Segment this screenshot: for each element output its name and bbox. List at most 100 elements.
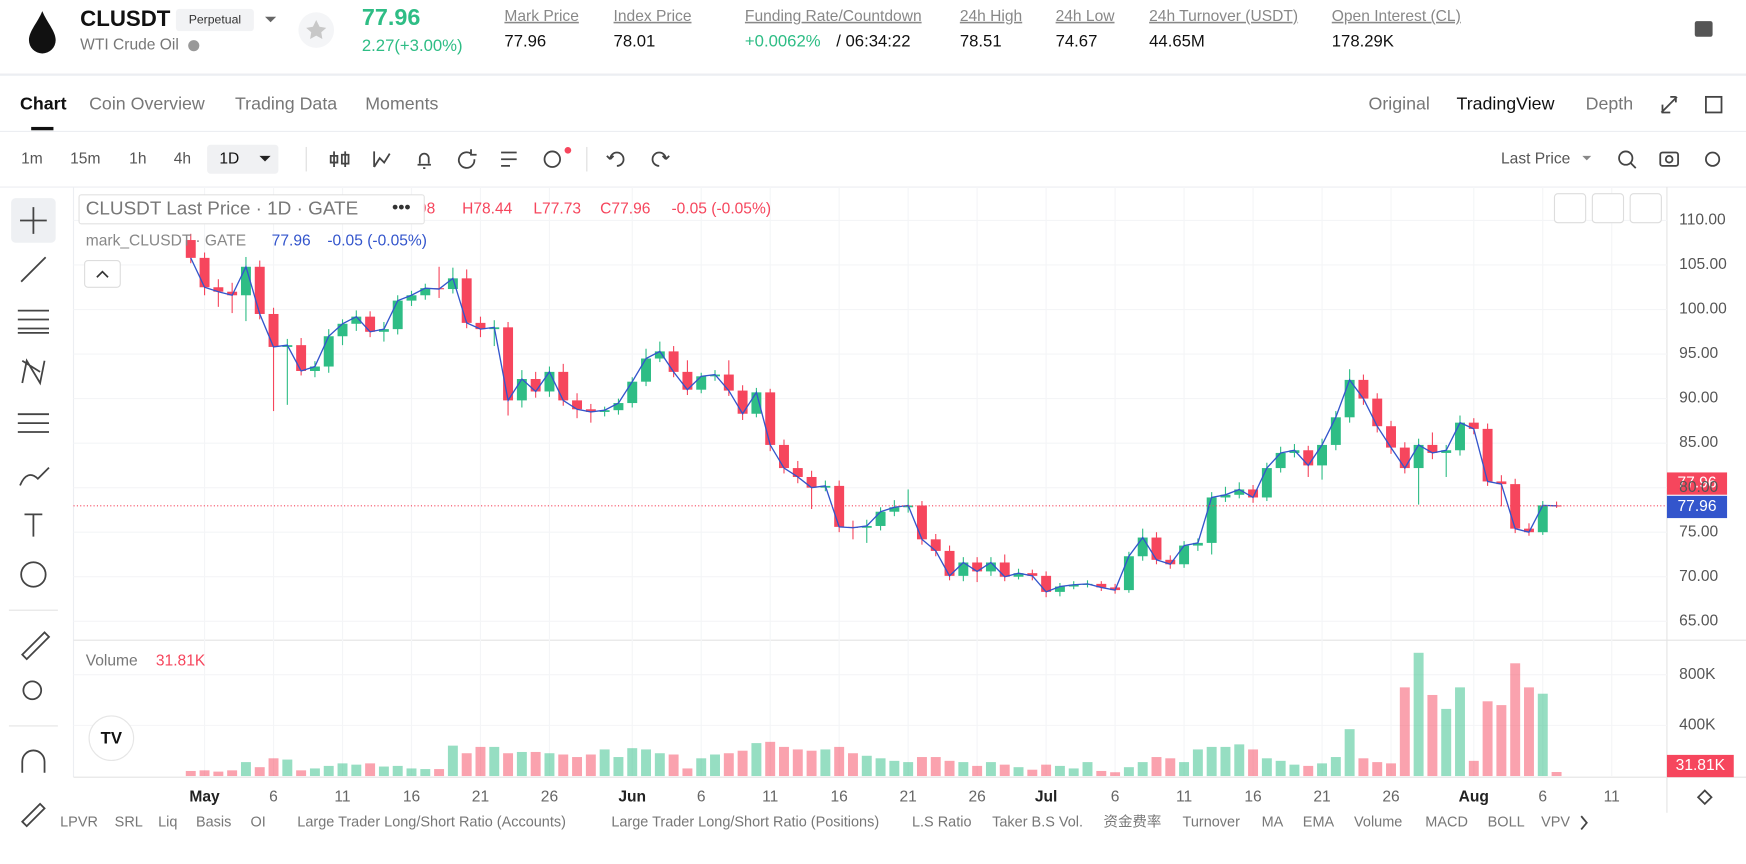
tab[interactable]: Moments [365,93,438,113]
indicator-tab[interactable]: VPV [1541,815,1570,831]
tab[interactable]: Trading Data [235,93,337,113]
volume-bar [585,754,596,777]
indicator-tab[interactable]: Turnover [1183,815,1241,831]
info-icon[interactable] [188,40,200,52]
tab[interactable]: Coin Overview [89,93,205,113]
pattern-tool[interactable] [21,358,46,386]
volume-bar [1041,764,1052,777]
settings-icon[interactable] [1705,151,1721,167]
volume-bar [1468,760,1479,777]
prediction-tool[interactable] [17,413,49,433]
indicator-tab[interactable]: Basis [196,815,231,831]
add-icon[interactable] [543,150,561,168]
axis-settings[interactable] [1696,789,1713,806]
indicator-tab[interactable]: MACD [1425,815,1468,831]
chart-control[interactable] [1591,193,1625,224]
volume-bar [1386,763,1396,777]
search-icon[interactable] [1618,150,1634,166]
volume-bar [1482,701,1493,777]
lock-tool[interactable] [21,802,46,828]
candle-body [503,327,514,401]
indicator-scroll[interactable] [1580,815,1588,831]
ruler-tool[interactable] [21,631,51,661]
x-tick-label: 6 [1111,788,1120,805]
view-option[interactable]: TradingView [1456,93,1554,113]
view-option[interactable]: Depth [1586,93,1634,113]
emoji-tool[interactable] [20,561,47,588]
replay-icon[interactable] [457,149,477,169]
drawing-tools[interactable] [17,207,51,828]
candle-type-icon[interactable] [329,151,350,168]
volume-bar [1524,687,1534,777]
interval[interactable]: 15m [70,150,100,167]
indicator-tab[interactable]: Taker B.S Vol. [992,815,1083,831]
candle-body [1289,450,1300,453]
window-icon[interactable] [1705,95,1723,114]
indicator-tab[interactable]: SRL [115,815,143,831]
candle-body [1137,537,1148,557]
candle-body [185,240,196,258]
volume-bar [309,768,320,777]
indicator-tab[interactable]: MA [1262,815,1284,831]
indicator-icon[interactable] [373,151,391,168]
candle-body [392,300,403,330]
volume-bar [1165,758,1176,777]
panel-icon[interactable] [1694,21,1713,37]
interval[interactable]: 1D [219,150,239,167]
volume-bar [530,751,541,777]
indicator-tab[interactable]: L.S Ratio [912,815,972,831]
indicator-tab[interactable]: 资金费率 [1103,814,1161,831]
volume-bar [1275,760,1286,777]
collapse-button[interactable] [84,259,121,288]
volume-legend-value: 31.81K [156,652,206,669]
redo-icon[interactable] [651,151,670,167]
camera-icon[interactable] [1659,151,1679,167]
template-icon[interactable] [501,151,517,167]
symbol-dropdown[interactable] [265,16,277,23]
stat-label: Index Price [614,8,692,25]
volume-bar [475,746,486,777]
stat-label: Mark Price [504,8,578,25]
zoom-tool[interactable] [22,680,43,701]
fullscreen-icon[interactable] [1660,95,1678,114]
source-dropdown[interactable] [1582,155,1592,161]
x-tick-label: 21 [472,788,489,805]
fib-tool[interactable] [17,309,49,334]
indicator-tab[interactable]: Volume [1354,815,1402,831]
interval-dropdown[interactable] [259,155,271,162]
indicator-tab[interactable]: BOLL [1488,815,1525,831]
undo-icon[interactable] [606,151,625,167]
interval[interactable]: 1h [129,150,146,167]
price-source[interactable]: Last Price [1501,150,1570,167]
magnet-tool[interactable] [21,749,46,773]
volume-tag-text: 31.81K [1676,757,1726,774]
indicator-tab[interactable]: OI [251,815,266,831]
mark-legend-value: 77.96 [272,233,311,250]
chart-control[interactable] [1629,193,1662,224]
volume-bar [682,768,693,777]
brush-tool[interactable] [19,466,50,486]
volume-bar [820,749,831,777]
toolbar-icons[interactable] [329,149,1721,170]
interval[interactable]: 1m [21,150,43,167]
crosshair-tool[interactable] [20,207,47,234]
line-tool[interactable] [20,256,47,283]
indicator-tab[interactable]: Large Trader Long/Short Ratio (Positions… [611,815,879,831]
chart-control[interactable] [1553,193,1587,224]
stat-value: 44.65M [1149,32,1205,51]
tv-logo[interactable] [88,715,135,762]
volume-bar [1303,765,1314,777]
volume-bar [792,749,803,777]
view-option[interactable]: Original [1369,93,1430,113]
tab[interactable]: Chart [20,93,67,113]
alert-icon[interactable] [417,152,431,170]
interval[interactable]: 4h [174,150,191,167]
indicator-tab[interactable]: EMA [1303,815,1335,831]
indicator-tab[interactable]: LPVR [60,815,98,831]
indicator-tab[interactable]: Liq [158,815,177,831]
text-tool[interactable] [24,513,43,537]
candle-body [447,278,458,290]
indicator-tab[interactable]: Large Trader Long/Short Ratio (Accounts) [297,815,566,831]
candle-body [1358,379,1369,399]
volume-bar [185,770,196,777]
